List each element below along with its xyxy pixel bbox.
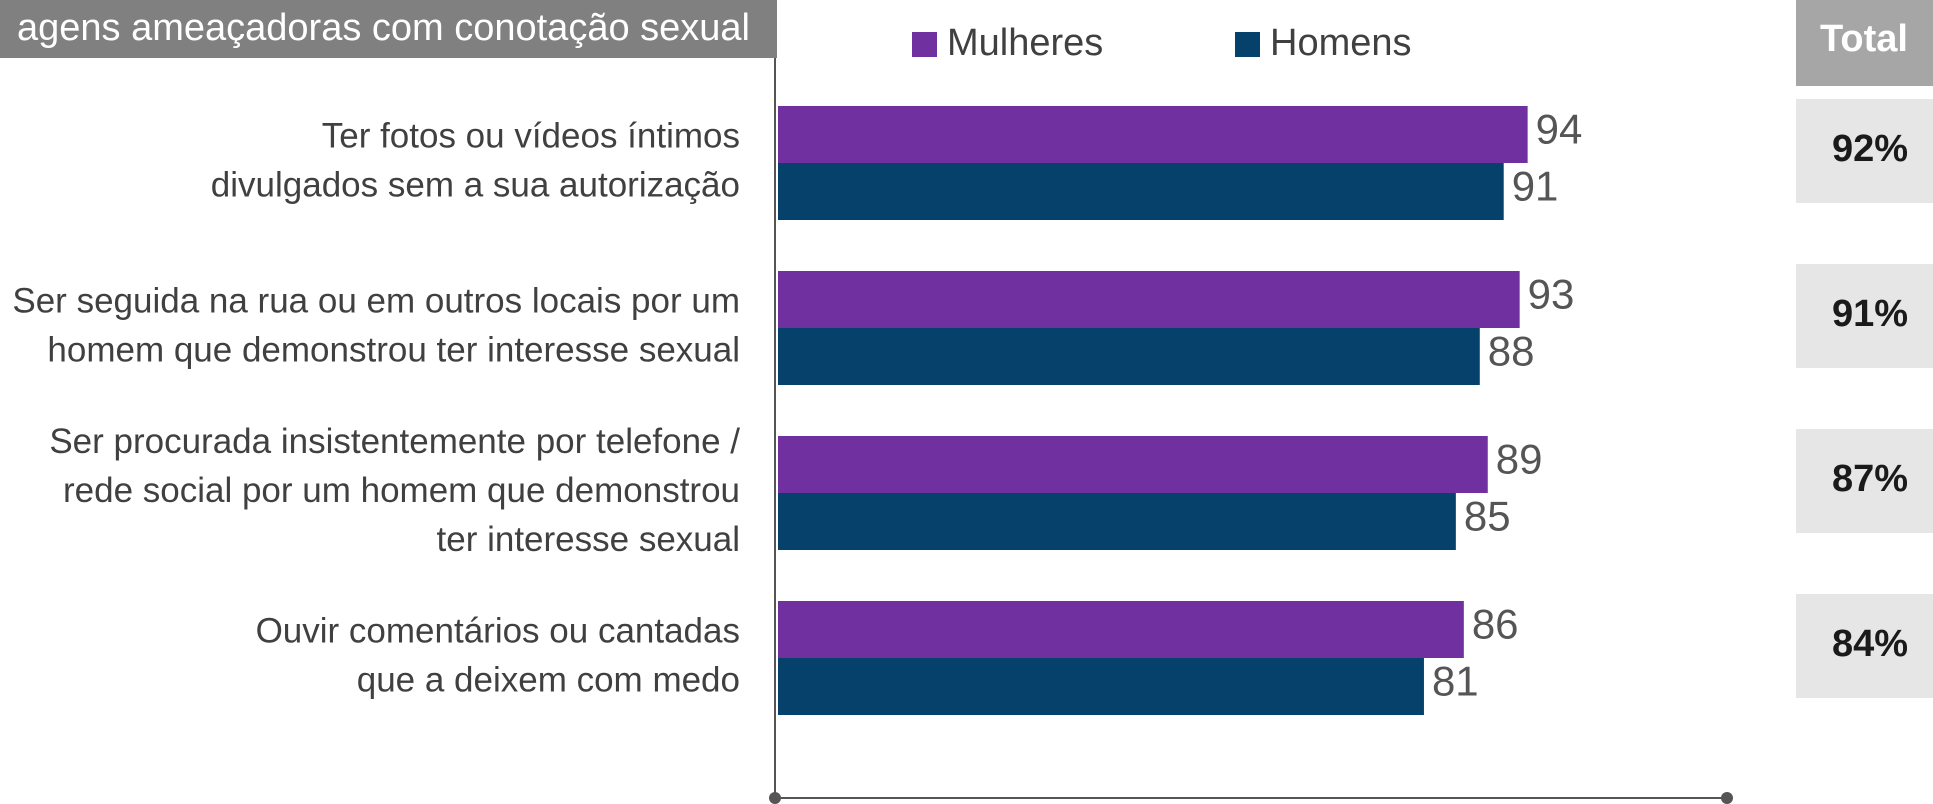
bar — [778, 271, 1520, 328]
total-header: Total — [1820, 18, 1908, 60]
value-label: 86 — [1472, 601, 1519, 648]
total-box — [1796, 594, 1933, 698]
value-label: 81 — [1432, 658, 1479, 705]
category-label: Ser procurada insistentemente por telefo… — [49, 422, 740, 559]
total-label: 92% — [1832, 128, 1908, 170]
category-label-line: Ter fotos ou vídeos íntimos — [322, 117, 740, 156]
bar — [778, 163, 1504, 220]
total-label: 87% — [1832, 458, 1908, 500]
value-label: 93 — [1528, 271, 1575, 318]
value-label: 88 — [1488, 328, 1535, 375]
category-label: Ouvir comentários ou cantadas que a deixe… — [256, 612, 740, 700]
legend-swatch — [1235, 32, 1260, 57]
value-label: 89 — [1496, 436, 1543, 483]
title-box — [0, 0, 777, 58]
category-label-line: homem que demonstrou ter interesse sexua… — [47, 331, 740, 370]
total-label: 84% — [1832, 623, 1908, 665]
bar — [778, 658, 1424, 715]
legend-label: Mulheres — [947, 22, 1103, 64]
bar — [778, 436, 1488, 493]
total-header-box — [1796, 0, 1933, 86]
category-label-line: Ser seguida na rua ou em outros locais p… — [12, 282, 740, 321]
value-label: 91 — [1512, 163, 1559, 210]
category-label: Ser seguida na rua ou em outros locais p… — [12, 282, 740, 370]
bar — [778, 493, 1456, 550]
legend-swatch — [912, 32, 937, 57]
bar — [778, 106, 1528, 163]
axis-end — [1721, 792, 1733, 804]
chart-title: agens ameaçadoras com conotação sexual — [17, 7, 750, 49]
total-box — [1796, 429, 1933, 533]
category-label-line: que a deixem com medo — [357, 661, 740, 700]
total-box — [1796, 264, 1933, 368]
bar — [778, 601, 1464, 658]
legend-label: Homens — [1270, 22, 1412, 64]
total-box — [1796, 99, 1933, 203]
category-label-line: Ouvir comentários ou cantadas — [256, 612, 740, 651]
category-label: Ter fotos ou vídeos íntimos divulgados se… — [211, 117, 740, 205]
value-label: 85 — [1464, 493, 1511, 540]
category-label-line: ter interesse sexual — [437, 520, 740, 559]
category-label-line: divulgados sem a sua autorização — [211, 166, 740, 205]
axis-end — [769, 792, 781, 804]
category-label-line: rede social por um homem que demonstrou — [63, 471, 740, 510]
bar — [778, 328, 1480, 385]
value-label: 94 — [1536, 106, 1583, 153]
category-label-line: Ser procurada insistentemente por telefo… — [49, 422, 740, 461]
total-label: 91% — [1832, 293, 1908, 335]
